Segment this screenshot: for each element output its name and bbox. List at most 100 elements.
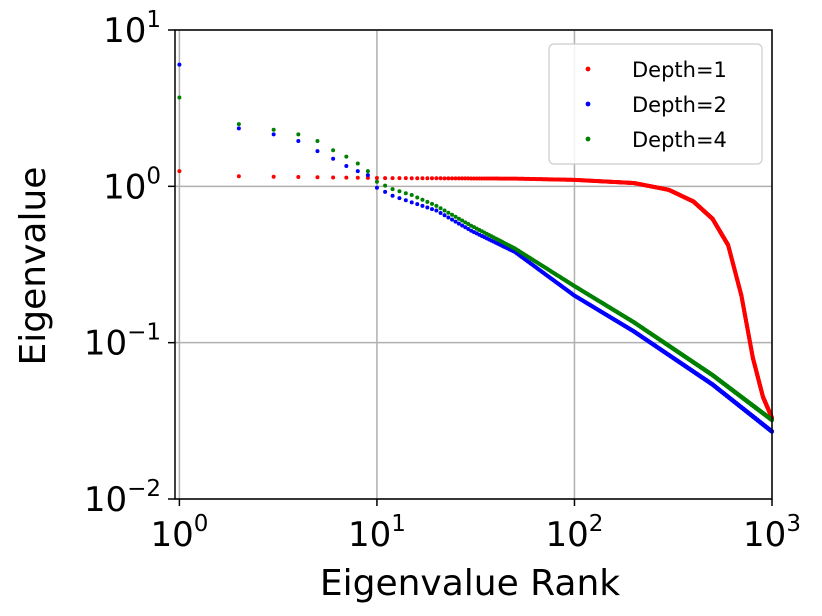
data-point [434,176,439,181]
data-point [409,193,414,198]
data-point [430,176,434,181]
data-point [434,203,439,208]
data-point [460,218,465,223]
data-point [355,161,360,166]
data-point [415,202,420,207]
data-point [296,132,301,137]
data-point [403,191,408,196]
data-point [397,196,402,201]
x-tick-label: 103 [743,511,801,555]
data-point [383,183,388,188]
x-tick-label: 102 [546,511,604,555]
data-point [446,215,451,220]
data-point [236,174,241,179]
data-point [469,176,474,181]
data-point [296,138,301,143]
legend-box [548,43,763,165]
data-point [177,62,182,67]
data-point [456,221,461,226]
data-point [344,154,349,159]
data-point [365,173,370,178]
data-point [271,174,276,179]
data-point [315,175,320,180]
data-point [271,127,276,132]
x-axis-label: Eigenvalue Rank [320,563,620,604]
data-point [415,195,420,200]
y-tick-label: 100 [103,163,161,207]
data-point [296,175,301,180]
data-point [177,169,182,174]
data-point [383,176,388,181]
data-point [331,156,336,161]
data-point [403,176,408,181]
data-point [463,225,468,230]
data-point [403,198,408,203]
data-point [365,169,370,174]
data-point [463,220,468,225]
data-point [236,122,241,127]
data-point [420,203,425,208]
data-series [177,62,774,434]
data-point [355,169,360,174]
data-point [397,176,402,181]
data-point [420,176,425,181]
data-point [271,132,276,137]
data-point [374,179,379,184]
data-point [450,217,455,222]
series-Depth=2 [177,62,774,434]
data-point [442,208,447,213]
series-Depth=4 [177,95,774,423]
data-point [430,207,434,212]
legend-label: Depth=1 [632,58,727,82]
y-tick-label: 10−1 [84,320,161,364]
legend-label: Depth=4 [632,128,727,152]
y-axis-label: Eigenvalue [13,167,54,366]
x-tick-label: 100 [150,511,208,555]
data-point [442,213,447,218]
data-point [355,175,360,180]
legend-marker [585,66,591,72]
data-point [460,176,465,181]
data-point [466,222,471,227]
data-point [390,193,395,198]
data-point [415,176,420,181]
axis-ticks: 100 101 102 103 10−2 10−1 100 101 [84,7,801,555]
data-point [365,175,370,180]
data-point [442,176,447,181]
data-point [409,176,414,181]
plot-frame [174,29,773,500]
y-tick-label: 10−2 [84,476,161,520]
data-point [383,189,388,194]
data-point [425,199,430,204]
data-point [450,212,455,217]
data-point [374,185,379,190]
data-point [466,176,471,181]
data-point [456,176,461,181]
data-point [315,138,320,143]
data-point [453,176,458,181]
data-point [438,176,443,181]
data-point [434,208,439,213]
data-point [390,176,395,181]
data-point [177,95,182,100]
legend: Depth=1 Depth=2 Depth=4 [548,43,763,165]
data-point [446,210,451,215]
data-point [236,126,241,131]
data-point [425,176,430,181]
x-tick-label: 101 [348,511,406,555]
data-point [430,201,434,206]
data-point [420,197,425,202]
data-point [331,148,336,153]
legend-marker [585,136,591,142]
series-Depth=1 [177,169,774,420]
data-point [460,223,465,228]
data-point [463,176,468,181]
data-point [425,205,430,210]
data-point [344,163,349,168]
data-point [344,175,349,180]
data-point [453,219,458,224]
data-point [453,214,458,219]
data-point [374,176,379,181]
y-tick-label: 101 [103,7,161,51]
